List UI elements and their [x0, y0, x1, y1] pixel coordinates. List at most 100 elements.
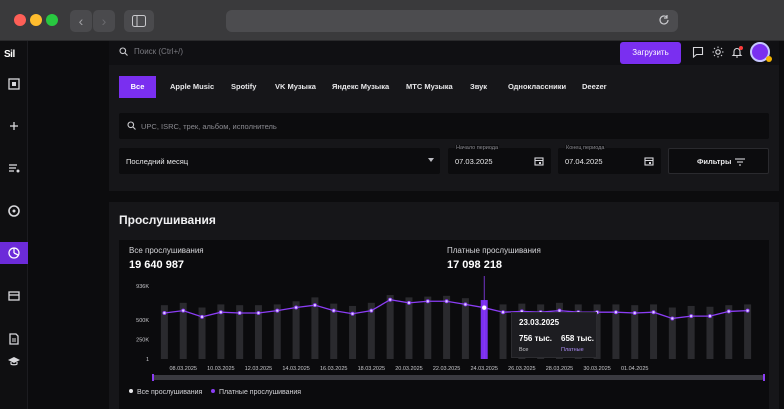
- upload-button[interactable]: Загрузить: [620, 42, 681, 64]
- minimize-window-button[interactable]: [30, 14, 42, 26]
- end-date-label: Конец периода: [565, 145, 606, 151]
- start-date-field[interactable]: Начало периода 07.03.2025: [448, 145, 551, 174]
- calendar-icon[interactable]: [644, 156, 654, 166]
- document-icon[interactable]: [7, 332, 21, 346]
- search-placeholder: UPC, ISRC, трек, альбом, исполнитель: [141, 122, 277, 131]
- tab-odnoklassniki[interactable]: Одноклассники: [508, 82, 567, 91]
- bar: [499, 304, 507, 359]
- x-tick-label: 16.03.2025: [320, 366, 348, 372]
- legend-item-all[interactable]: Все прослушивания: [129, 389, 202, 396]
- data-point: [312, 303, 317, 308]
- tab-deezer[interactable]: Deezer: [582, 82, 607, 91]
- bar: [367, 302, 375, 359]
- start-date-label: Начало периода: [455, 145, 500, 151]
- data-point: [350, 311, 355, 316]
- bar: [631, 305, 639, 359]
- tab-zvuk[interactable]: Звук: [470, 82, 488, 91]
- streams-chart-card: Все прослушивания 19 640 987 Платные про…: [119, 240, 769, 409]
- theme-toggle-icon[interactable]: [712, 46, 724, 58]
- tab-yandex-music[interactable]: Яндекс Музыка: [332, 82, 390, 91]
- chart-tooltip: 23.03.2025 756 тыс. Все 658 тыс. Платные: [511, 312, 597, 358]
- x-tick-label: 22.03.2025: [433, 366, 461, 372]
- avatar[interactable]: [750, 42, 772, 62]
- add-icon[interactable]: [7, 119, 21, 133]
- calendar-icon[interactable]: [534, 156, 544, 166]
- analytics-icon[interactable]: [0, 242, 28, 264]
- data-point: [388, 297, 393, 302]
- tab-spotify[interactable]: Spotify: [231, 82, 257, 91]
- bar: [443, 295, 451, 359]
- tab-apple-music[interactable]: Apple Music: [170, 82, 215, 91]
- bar: [461, 298, 469, 359]
- data-point: [406, 300, 411, 305]
- end-date-field[interactable]: Конец периода 07.04.2025: [558, 145, 661, 174]
- paid-streams-value: 17 098 218: [447, 259, 503, 271]
- app-sidebar: Sil: [0, 41, 28, 409]
- search-icon: [127, 121, 136, 130]
- x-tick-label: 01.04.2025: [621, 366, 649, 372]
- data-point: [200, 314, 205, 319]
- tooltip-paid-value: 658 тыс.: [561, 334, 594, 343]
- browser-chrome: ‹ ›: [0, 0, 784, 41]
- tab-vk-music[interactable]: VK Музыка: [275, 82, 316, 91]
- filters-button[interactable]: Фильтры: [668, 148, 769, 174]
- data-point: [237, 310, 242, 315]
- x-tick-label: 20.03.2025: [395, 366, 423, 372]
- data-point: [181, 308, 186, 313]
- y-tick-label: 936K: [136, 284, 149, 290]
- catalog-icon[interactable]: [7, 289, 21, 303]
- disc-icon[interactable]: [7, 204, 21, 218]
- tooltip-paid-label: Платные: [561, 347, 584, 353]
- tab-mts-music[interactable]: МТС Музыка: [406, 82, 453, 91]
- y-tick-label: 250K: [136, 338, 149, 344]
- all-streams-label: Все прослушивания: [129, 246, 204, 255]
- data-point: [162, 310, 167, 315]
- dashboard-icon[interactable]: [7, 77, 21, 91]
- data-point: [425, 299, 430, 304]
- tab-all[interactable]: Все: [119, 76, 156, 98]
- back-button[interactable]: ‹: [70, 10, 92, 32]
- filter-icon: [735, 158, 745, 166]
- address-bar[interactable]: [226, 10, 678, 32]
- data-point: [275, 308, 280, 313]
- bell-icon[interactable]: [731, 46, 743, 58]
- period-select[interactable]: Последний месяц: [119, 148, 440, 174]
- data-point: [670, 316, 675, 321]
- x-tick-label: 08.03.2025: [169, 366, 197, 372]
- maximize-window-button[interactable]: [46, 14, 58, 26]
- close-window-button[interactable]: [14, 14, 26, 26]
- data-point: [218, 310, 223, 315]
- reload-icon[interactable]: [658, 14, 670, 26]
- bar: [349, 305, 357, 359]
- bar: [330, 303, 338, 359]
- all-streams-value: 19 640 987: [129, 259, 185, 271]
- playlist-icon[interactable]: [7, 161, 21, 175]
- bar: [706, 306, 714, 359]
- catalog-search-input[interactable]: UPC, ISRC, трек, альбом, исполнитель: [119, 113, 769, 139]
- range-slider-handle-left: [152, 374, 154, 381]
- chat-icon[interactable]: [692, 46, 704, 58]
- filters-label: Фильтры: [697, 157, 732, 166]
- bar: [198, 307, 206, 359]
- x-tick-label: 12.03.2025: [245, 366, 273, 372]
- x-tick-label: 14.03.2025: [282, 366, 310, 372]
- bar: [292, 301, 300, 359]
- education-icon[interactable]: [7, 354, 21, 368]
- data-point: [481, 304, 488, 311]
- bar: [612, 304, 620, 359]
- sidebar-toggle-button[interactable]: [124, 10, 154, 32]
- legend-paid-label: Платные прослушивания: [219, 389, 302, 396]
- forward-button[interactable]: ›: [93, 10, 115, 32]
- bar: [311, 297, 319, 359]
- search-icon: [119, 47, 128, 56]
- global-search-input[interactable]: Поиск (Ctrl+/): [134, 47, 184, 56]
- tooltip-date: 23.03.2025: [519, 318, 560, 327]
- data-point: [501, 310, 506, 315]
- legend-item-paid[interactable]: Платные прослушивания: [211, 389, 301, 396]
- streams-chart[interactable]: 936K 500K 250K 1 08.03.2025 10.03.2025 12.03.2…: [119, 276, 769, 384]
- x-tick-label: 26.03.2025: [508, 366, 536, 372]
- range-slider-handle-right: [763, 374, 765, 381]
- bar: [650, 304, 658, 359]
- data-point: [331, 308, 336, 313]
- start-date-value: 07.03.2025: [455, 157, 493, 166]
